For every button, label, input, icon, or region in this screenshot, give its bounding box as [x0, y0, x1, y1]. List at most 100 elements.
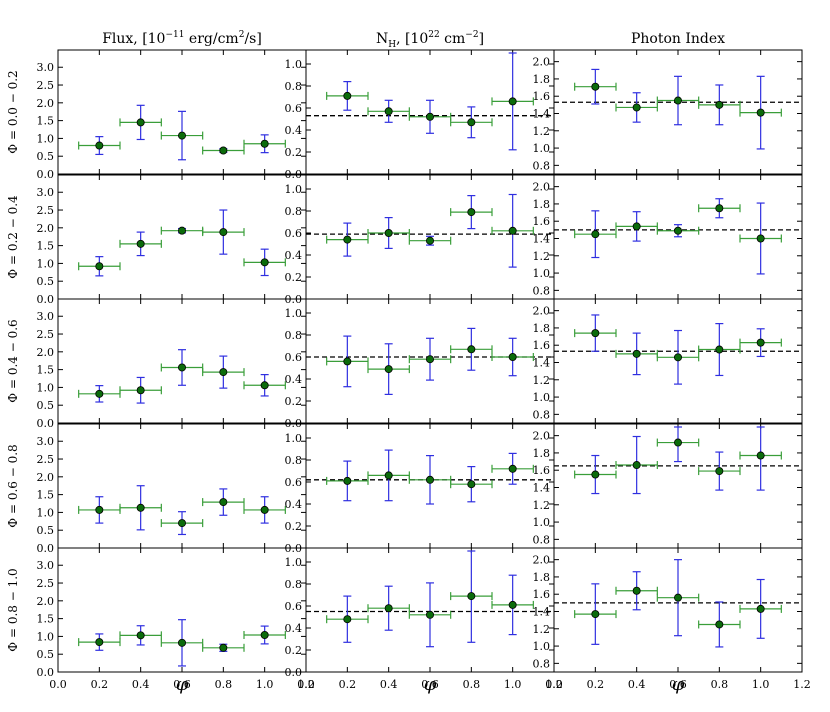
title-nh-part2: , [10	[396, 31, 428, 47]
x-tick-label: 0.0	[49, 678, 67, 691]
y-tick-label: 0.5	[37, 648, 55, 661]
y-tick-label: 1.8	[533, 198, 551, 211]
data-point	[425, 236, 434, 245]
panel-r2-c3: 0.8 1.0 1.2 1.4 1.6 1.8 2.0	[533, 174, 803, 300]
panel-r4-c2: 0.0 0.2 0.4 0.6 0.8 1.0	[285, 423, 555, 555]
x-axis-label-col3: φ	[672, 674, 685, 695]
data-point	[756, 338, 765, 347]
y-tick-label: 0.2	[285, 271, 303, 284]
y-tick-label: 1.4	[533, 606, 551, 619]
x-tick-label: 0.4	[628, 678, 646, 691]
y-tick-label: 0.0	[37, 542, 55, 555]
y-tick-label: 1.8	[533, 322, 551, 335]
y-tick-label: 2.0	[533, 305, 551, 318]
row-label: Φ = 0.8 − 1.0	[6, 568, 20, 651]
data-point	[343, 235, 352, 244]
x-tick-label: 0.0	[545, 678, 563, 691]
data-point	[343, 615, 352, 624]
y-tick-label: 0.6	[285, 227, 303, 240]
row-label: Φ = 0.0 − 0.2	[6, 70, 20, 153]
title-nh-part4: ]	[479, 31, 484, 47]
x-tick-label: 0.6	[421, 678, 439, 691]
data-point	[508, 352, 517, 361]
x-tick-label: 1.2	[793, 678, 811, 691]
data-point	[425, 355, 434, 364]
data-point	[219, 643, 228, 652]
data-point	[591, 82, 600, 91]
panel-r3-c3: 0.8 1.0 1.2 1.4 1.6 1.8 2.0	[533, 298, 803, 424]
y-tick-label: 0.2	[285, 520, 303, 533]
y-tick-label: 0.8	[285, 205, 303, 218]
y-tick-label: 2.0	[533, 181, 551, 194]
y-tick-label: 0.4	[285, 373, 303, 386]
y-tick-label: 0.0	[285, 417, 303, 430]
y-tick-label: 1.8	[533, 571, 551, 584]
data-point	[219, 228, 228, 237]
title-photon-text: Photon Index	[631, 31, 725, 47]
y-tick-label: 3.0	[37, 435, 55, 448]
data-point	[384, 604, 393, 613]
data-point	[508, 464, 517, 473]
y-tick-label: 0.8	[285, 578, 303, 591]
title-nh-sub: H	[388, 40, 396, 50]
panel-r3-c1: 0.0 0.5 1.0 1.5 2.0 2.5 3.0 Φ = 0.4 − 0.6	[6, 298, 307, 430]
x-axis-label-col2: φ	[424, 674, 437, 695]
data-point	[384, 228, 393, 237]
y-tick-label: 2.5	[37, 453, 55, 466]
data-point	[136, 239, 145, 248]
data-point	[136, 503, 145, 512]
y-tick-label: 3.0	[37, 310, 55, 323]
title-flux-part3: /s]	[244, 31, 261, 47]
data-point	[632, 586, 641, 595]
y-tick-label: 1.8	[533, 447, 551, 460]
x-tick-label: 0.8	[215, 678, 233, 691]
data-point	[467, 118, 476, 127]
y-tick-label: 3.0	[37, 186, 55, 199]
data-point	[260, 381, 269, 390]
data-point	[674, 226, 683, 235]
y-tick-label: 1.0	[533, 516, 551, 529]
column-title-nh: NH, [1022 cm−2]	[376, 30, 484, 50]
data-point	[467, 480, 476, 489]
panel-r2-c1: 0.0 0.5 1.0 1.5 2.0 2.5 3.0 Φ = 0.2 − 0.4	[6, 174, 307, 306]
data-point	[674, 438, 683, 447]
data-point	[591, 470, 600, 479]
data-point	[177, 363, 186, 372]
y-tick-label: 1.6	[533, 215, 551, 228]
x-tick-label: 0.4	[132, 678, 150, 691]
x-tick-label: 0.2	[339, 678, 357, 691]
x-tick-label: 1.2	[297, 678, 315, 691]
data-point	[260, 139, 269, 148]
x-tick-label: 0.8	[711, 678, 729, 691]
x-tick-label: 0.2	[587, 678, 605, 691]
panel-r2-c2: 0.0 0.2 0.4 0.6 0.8 1.0	[285, 174, 555, 306]
panel-frame	[57, 174, 307, 300]
y-tick-label: 0.2	[285, 395, 303, 408]
y-tick-label: 1.6	[533, 588, 551, 601]
data-point	[177, 638, 186, 647]
title-nh-sup1: 22	[428, 30, 439, 40]
data-point	[219, 498, 228, 507]
y-tick-label: 0.0	[37, 666, 55, 679]
title-nh-part3: cm	[440, 31, 466, 47]
y-tick-label: 1.8	[533, 73, 551, 86]
y-tick-label: 0.0	[285, 293, 303, 306]
y-tick-label: 0.0	[37, 417, 55, 430]
row-label: Φ = 0.6 − 0.8	[6, 444, 20, 527]
data-point	[343, 91, 352, 100]
data-point	[219, 146, 228, 155]
y-tick-label: 1.0	[285, 58, 303, 71]
x-tick-label: 1.0	[504, 678, 522, 691]
y-tick-label: 0.0	[285, 168, 303, 181]
y-tick-label: 1.0	[37, 132, 55, 145]
y-tick-label: 1.2	[533, 125, 551, 138]
data-point	[591, 329, 600, 338]
panel-r5-c1: 0.0 0.5 1.0 1.5 2.0 2.5 3.0 0.0 0.2 0.4 0.6 0.8 1.0 1…	[6, 547, 315, 691]
y-tick-label: 0.8	[533, 284, 551, 297]
y-tick-label: 0.6	[285, 102, 303, 115]
column-title-flux: Flux, [10−11 erg/cm2/s]	[102, 30, 262, 47]
y-tick-label: 2.0	[533, 430, 551, 443]
y-tick-label: 2.0	[37, 471, 55, 484]
y-tick-label: 1.4	[533, 482, 551, 495]
data-point	[177, 226, 186, 235]
